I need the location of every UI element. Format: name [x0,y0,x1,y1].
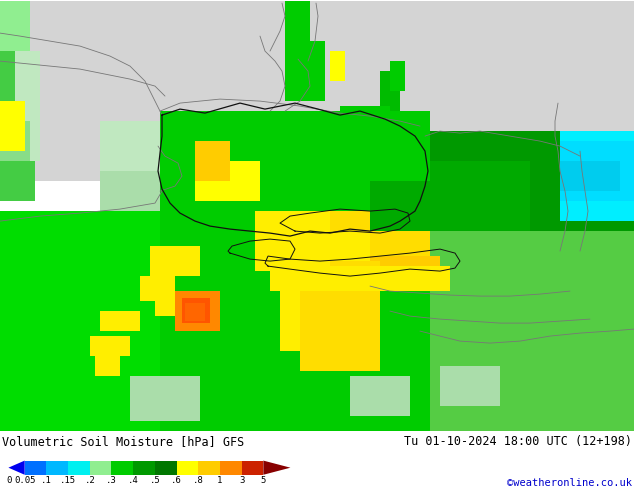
Polygon shape [182,298,210,323]
Polygon shape [100,151,200,191]
Polygon shape [195,161,260,201]
Polygon shape [90,461,112,475]
Polygon shape [560,161,620,191]
Polygon shape [100,311,140,331]
Polygon shape [0,211,634,431]
Polygon shape [0,1,634,131]
Text: .1: .1 [41,476,52,485]
Polygon shape [280,231,370,351]
Polygon shape [90,336,130,356]
Polygon shape [0,51,40,161]
Polygon shape [220,461,242,475]
Text: 3: 3 [239,476,244,485]
Text: 1: 1 [217,476,223,485]
Polygon shape [300,261,380,371]
Polygon shape [198,461,220,475]
Polygon shape [150,246,200,276]
Polygon shape [160,111,430,231]
Polygon shape [263,461,290,475]
Polygon shape [530,121,634,221]
Polygon shape [0,211,160,431]
Polygon shape [270,211,430,271]
Bar [440,366,500,406]
Text: Volumetric Soil Moisture [hPa] GFS: Volumetric Soil Moisture [hPa] GFS [2,435,244,448]
Text: 0: 0 [7,476,12,485]
Text: .8: .8 [193,476,204,485]
Bar [285,41,325,101]
Polygon shape [195,141,230,181]
Text: 5: 5 [261,476,266,485]
Polygon shape [155,461,176,475]
Bar [390,61,405,91]
Text: .4: .4 [128,476,138,485]
Polygon shape [0,101,25,151]
Polygon shape [0,1,30,111]
Polygon shape [280,256,440,291]
Polygon shape [0,116,18,136]
Bar [380,71,400,111]
Polygon shape [430,131,560,231]
Text: .15: .15 [60,476,76,485]
Polygon shape [130,376,200,421]
Polygon shape [140,276,175,301]
Text: .2: .2 [84,476,95,485]
Text: 0.05: 0.05 [14,476,36,485]
Polygon shape [430,231,634,431]
Polygon shape [430,161,530,231]
Polygon shape [550,1,634,251]
Polygon shape [46,461,68,475]
Polygon shape [270,266,450,291]
Polygon shape [68,461,90,475]
Polygon shape [242,461,263,475]
Text: Tu 01-10-2024 18:00 UTC (12+198): Tu 01-10-2024 18:00 UTC (12+198) [404,435,632,448]
Polygon shape [133,461,155,475]
Polygon shape [100,121,160,151]
Text: ©weatheronline.co.uk: ©weatheronline.co.uk [507,478,632,488]
Bar [340,106,390,131]
Polygon shape [8,461,25,475]
Bar [350,376,410,416]
Polygon shape [0,361,634,431]
Polygon shape [175,291,220,331]
Polygon shape [100,171,180,211]
Polygon shape [155,296,185,316]
Polygon shape [0,121,30,191]
Text: .6: .6 [171,476,182,485]
Text: .5: .5 [150,476,160,485]
Polygon shape [0,1,120,181]
Polygon shape [255,211,330,271]
Polygon shape [25,461,46,475]
Bar [330,51,345,81]
Polygon shape [112,461,133,475]
Polygon shape [176,461,198,475]
Polygon shape [120,1,320,191]
Polygon shape [540,141,634,201]
Polygon shape [370,181,450,231]
Polygon shape [185,303,205,321]
Bar [285,1,310,51]
Text: .3: .3 [106,476,117,485]
Polygon shape [95,356,120,376]
Polygon shape [320,1,634,231]
Polygon shape [0,161,35,201]
Polygon shape [0,51,15,131]
